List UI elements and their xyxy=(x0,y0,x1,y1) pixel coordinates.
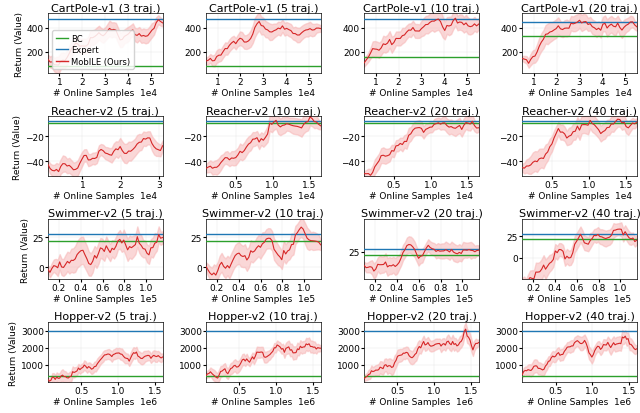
X-axis label: # Online Samples  1e5: # Online Samples 1e5 xyxy=(211,294,316,303)
Y-axis label: Return (Value): Return (Value) xyxy=(9,320,18,385)
Title: CartPole-v1 (3 traj.): CartPole-v1 (3 traj.) xyxy=(51,4,160,14)
Title: Swimmer-v2 (40 traj.): Swimmer-v2 (40 traj.) xyxy=(518,209,640,219)
Y-axis label: Return (Value): Return (Value) xyxy=(13,114,22,179)
Legend: BC, Expert, MobILE (Ours): BC, Expert, MobILE (Ours) xyxy=(52,31,134,70)
X-axis label: # Online Samples  1e4: # Online Samples 1e4 xyxy=(53,89,157,97)
Title: Hopper-v2 (10 traj.): Hopper-v2 (10 traj.) xyxy=(209,311,318,322)
X-axis label: # Online Samples  1e6: # Online Samples 1e6 xyxy=(53,396,157,406)
Title: Hopper-v2 (20 traj.): Hopper-v2 (20 traj.) xyxy=(367,311,476,322)
X-axis label: # Online Samples  1e4: # Online Samples 1e4 xyxy=(211,191,316,200)
Title: Swimmer-v2 (10 traj.): Swimmer-v2 (10 traj.) xyxy=(202,209,324,219)
Title: Reacher-v2 (20 traj.): Reacher-v2 (20 traj.) xyxy=(364,106,479,116)
X-axis label: # Online Samples  1e4: # Online Samples 1e4 xyxy=(369,89,474,97)
X-axis label: # Online Samples  1e6: # Online Samples 1e6 xyxy=(369,396,474,406)
Title: Swimmer-v2 (20 traj.): Swimmer-v2 (20 traj.) xyxy=(360,209,483,219)
Title: CartPole-v1 (5 traj.): CartPole-v1 (5 traj.) xyxy=(209,4,318,14)
X-axis label: # Online Samples  1e4: # Online Samples 1e4 xyxy=(211,89,316,97)
X-axis label: # Online Samples  1e4: # Online Samples 1e4 xyxy=(527,89,632,97)
X-axis label: # Online Samples  1e6: # Online Samples 1e6 xyxy=(211,396,316,406)
Title: Hopper-v2 (5 traj.): Hopper-v2 (5 traj.) xyxy=(54,311,157,322)
Title: Hopper-v2 (40 traj.): Hopper-v2 (40 traj.) xyxy=(525,311,634,322)
X-axis label: # Online Samples  1e5: # Online Samples 1e5 xyxy=(527,294,632,303)
Title: Reacher-v2 (5 traj.): Reacher-v2 (5 traj.) xyxy=(51,106,159,116)
X-axis label: # Online Samples  1e4: # Online Samples 1e4 xyxy=(527,191,632,200)
Title: Reacher-v2 (10 traj.): Reacher-v2 (10 traj.) xyxy=(206,106,321,116)
Y-axis label: Return (Value): Return (Value) xyxy=(15,12,24,77)
X-axis label: # Online Samples  1e4: # Online Samples 1e4 xyxy=(53,191,157,200)
Title: CartPole-v1 (20 traj.): CartPole-v1 (20 traj.) xyxy=(521,4,638,14)
X-axis label: # Online Samples  1e4: # Online Samples 1e4 xyxy=(369,191,474,200)
Y-axis label: Return (Value): Return (Value) xyxy=(20,217,29,282)
Title: Reacher-v2 (40 traj.): Reacher-v2 (40 traj.) xyxy=(522,106,637,116)
X-axis label: # Online Samples  1e5: # Online Samples 1e5 xyxy=(53,294,157,303)
X-axis label: # Online Samples  1e6: # Online Samples 1e6 xyxy=(527,396,632,406)
Title: Swimmer-v2 (5 traj.): Swimmer-v2 (5 traj.) xyxy=(48,209,163,219)
X-axis label: # Online Samples  1e5: # Online Samples 1e5 xyxy=(369,294,474,303)
Title: CartPole-v1 (10 traj.): CartPole-v1 (10 traj.) xyxy=(363,4,480,14)
